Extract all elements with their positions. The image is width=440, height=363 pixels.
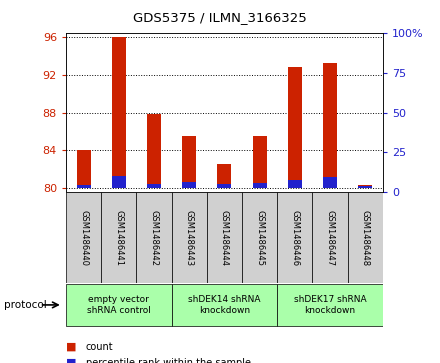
- Bar: [253, 136, 267, 188]
- Bar: [288, 68, 302, 188]
- Text: ■: ■: [66, 342, 77, 352]
- Bar: [277, 284, 383, 326]
- Text: protocol: protocol: [4, 300, 47, 310]
- Bar: [312, 192, 348, 283]
- Bar: [277, 192, 312, 283]
- Bar: [182, 136, 196, 188]
- Text: GSM1486444: GSM1486444: [220, 210, 229, 266]
- Text: ■: ■: [66, 358, 77, 363]
- Bar: [323, 178, 337, 188]
- Text: GSM1486441: GSM1486441: [114, 210, 123, 266]
- Bar: [172, 284, 277, 326]
- Bar: [182, 182, 196, 188]
- Bar: [112, 37, 126, 188]
- Bar: [77, 185, 91, 188]
- Bar: [358, 185, 372, 188]
- Bar: [101, 192, 136, 283]
- Text: count: count: [86, 342, 114, 352]
- Bar: [136, 192, 172, 283]
- Bar: [288, 180, 302, 188]
- Text: shDEK17 shRNA
knockdown: shDEK17 shRNA knockdown: [293, 295, 367, 315]
- Text: shDEK14 shRNA
knockdown: shDEK14 shRNA knockdown: [188, 295, 260, 315]
- Text: GSM1486448: GSM1486448: [361, 210, 370, 266]
- Text: GSM1486447: GSM1486447: [326, 210, 334, 266]
- Text: GSM1486446: GSM1486446: [290, 210, 299, 266]
- Text: GSM1486440: GSM1486440: [79, 210, 88, 266]
- Text: percentile rank within the sample: percentile rank within the sample: [86, 358, 251, 363]
- Bar: [147, 184, 161, 188]
- Bar: [66, 192, 101, 283]
- Text: GSM1486443: GSM1486443: [185, 210, 194, 266]
- Bar: [172, 192, 207, 283]
- Text: GDS5375 / ILMN_3166325: GDS5375 / ILMN_3166325: [133, 11, 307, 24]
- Bar: [348, 192, 383, 283]
- Bar: [217, 184, 231, 188]
- Bar: [358, 186, 372, 188]
- Text: empty vector
shRNA control: empty vector shRNA control: [87, 295, 151, 315]
- Bar: [253, 183, 267, 188]
- Bar: [112, 176, 126, 188]
- Text: GSM1486442: GSM1486442: [150, 210, 158, 266]
- Bar: [217, 164, 231, 188]
- Bar: [147, 114, 161, 188]
- Text: GSM1486445: GSM1486445: [255, 210, 264, 266]
- Bar: [77, 150, 91, 188]
- Bar: [207, 192, 242, 283]
- Bar: [242, 192, 277, 283]
- Bar: [323, 63, 337, 188]
- Bar: [66, 284, 172, 326]
